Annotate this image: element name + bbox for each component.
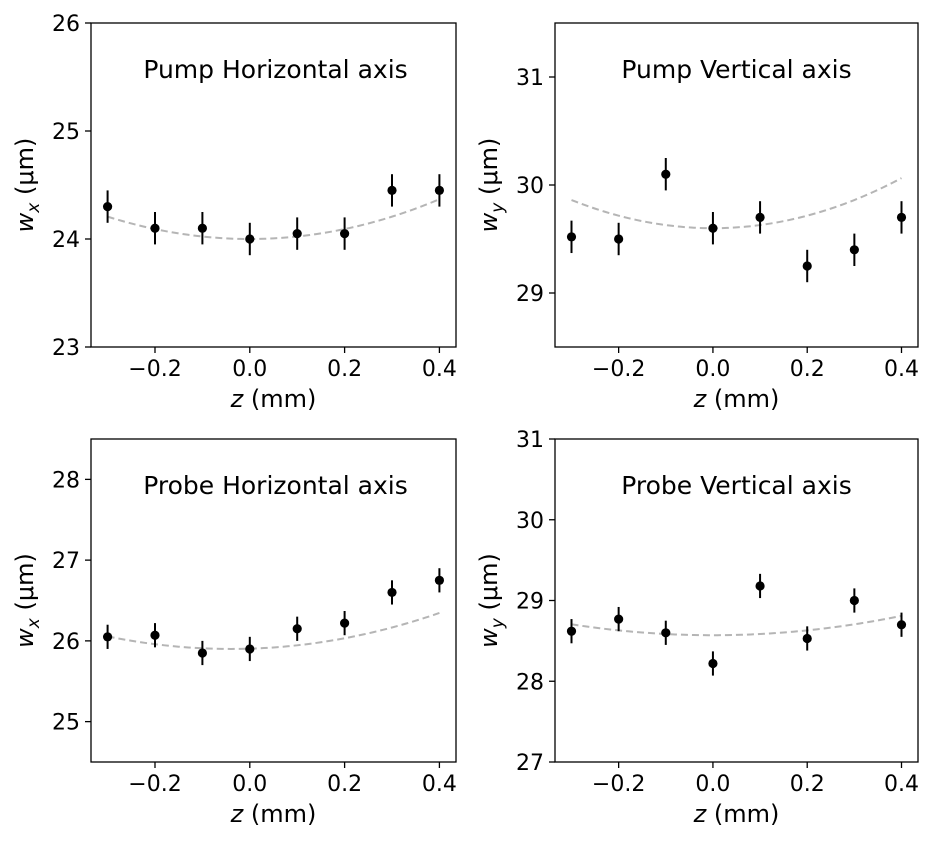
y-tick-label: 29 xyxy=(516,590,544,615)
panel-title: Pump Vertical axis xyxy=(621,55,851,84)
x-axis-label: z (mm) xyxy=(230,800,317,828)
data-point xyxy=(197,223,207,233)
y-axis-label: wy (μm) xyxy=(475,553,508,648)
y-tick-label: 25 xyxy=(52,711,80,736)
y-tick-label: 23 xyxy=(52,336,80,361)
data-point xyxy=(708,658,718,669)
data-point xyxy=(614,234,624,244)
data-point xyxy=(661,169,671,179)
data-point xyxy=(292,229,302,239)
y-axis-label: wx (μm) xyxy=(11,553,44,648)
y-tick-label: 27 xyxy=(516,751,544,776)
data-point xyxy=(896,620,907,630)
x-tick-label: 0.4 xyxy=(884,357,919,382)
x-tick-label: 0.2 xyxy=(327,357,362,382)
y-axis-label: wy (μm) xyxy=(475,138,508,233)
y-tick-label: 29 xyxy=(516,282,544,307)
data-point xyxy=(755,212,765,222)
y-tick-label: 31 xyxy=(516,428,544,453)
x-tick-label: 0.0 xyxy=(695,357,730,382)
data-point xyxy=(340,618,350,628)
x-tick-label: 0.2 xyxy=(790,772,825,797)
y-tick-label: 28 xyxy=(52,468,80,493)
y-tick-label: 26 xyxy=(52,630,80,655)
axes-frame xyxy=(90,438,457,763)
panel-1: −0.2 0.0 0.2 0.4 23 24 25 26 z (mm) wx (μm) Pump H… xyxy=(11,12,457,413)
panel-3: −0.2 0.0 0.2 0.4 25 26 27 28 z (mm) wx (μm) Probe … xyxy=(11,438,457,828)
data-point xyxy=(434,185,445,195)
x-tick-label: 0.0 xyxy=(695,772,730,797)
x-tick-label: −0.2 xyxy=(592,357,645,382)
x-tick-label: 0.4 xyxy=(422,772,457,797)
x-axis-label: z (mm) xyxy=(230,385,317,413)
panel-title: Probe Vertical axis xyxy=(621,471,851,500)
data-point xyxy=(245,644,255,654)
data-point xyxy=(802,261,812,271)
y-tick-label: 30 xyxy=(516,509,544,534)
fit-curve xyxy=(107,198,440,241)
data-point xyxy=(755,581,765,591)
data-point xyxy=(150,630,160,640)
x-tick-label: 0.2 xyxy=(790,357,825,382)
y-tick-label: 24 xyxy=(52,228,80,253)
x-tick-label: −0.2 xyxy=(128,772,181,797)
data-point xyxy=(708,223,718,233)
data-point xyxy=(292,624,302,634)
data-point xyxy=(102,202,113,212)
data-point xyxy=(387,185,397,195)
data-point xyxy=(387,587,397,598)
x-axis-label: z (mm) xyxy=(693,385,780,413)
y-tick-label: 25 xyxy=(52,120,80,145)
y-tick-label: 28 xyxy=(516,670,544,695)
y-tick-label: 31 xyxy=(516,66,544,91)
data-point xyxy=(566,232,577,242)
data-point xyxy=(434,575,445,585)
data-point xyxy=(614,614,624,624)
fit-curve xyxy=(107,612,440,650)
panel-title: Pump Horizontal axis xyxy=(143,55,407,84)
data-point xyxy=(245,234,255,244)
x-tick-label: 0.2 xyxy=(327,772,362,797)
fit-curve xyxy=(571,177,902,230)
panel-4: −0.2 0.0 0.2 0.4 27 28 29 30 31 z (mm) wy (μm) Prob… xyxy=(475,428,919,828)
y-tick-label: 26 xyxy=(52,12,80,37)
x-tick-label: 0.4 xyxy=(884,772,919,797)
data-point xyxy=(150,223,160,233)
x-tick-label: 0.0 xyxy=(232,357,267,382)
panel-2: −0.2 0.0 0.2 0.4 29 30 31 z (mm) wy (μm) Pump Ver… xyxy=(475,22,919,413)
data-point xyxy=(566,626,577,636)
x-tick-label: −0.2 xyxy=(592,772,645,797)
y-tick-label: 27 xyxy=(52,549,80,574)
fit-curve xyxy=(571,614,902,637)
data-point xyxy=(849,595,859,606)
data-point xyxy=(102,632,113,642)
y-tick-label: 30 xyxy=(516,174,544,199)
axes-frame xyxy=(90,22,457,348)
panel-title: Probe Horizontal axis xyxy=(143,471,408,500)
x-tick-label: −0.2 xyxy=(128,357,181,382)
y-axis-label: wx (μm) xyxy=(11,138,44,233)
data-point xyxy=(896,212,907,222)
data-point xyxy=(340,229,350,239)
data-point xyxy=(661,628,671,638)
x-axis-label: z (mm) xyxy=(693,800,780,828)
x-tick-label: 0.4 xyxy=(422,357,457,382)
data-point xyxy=(197,648,207,658)
x-tick-label: 0.0 xyxy=(232,772,267,797)
data-point xyxy=(849,245,859,255)
data-point xyxy=(802,633,812,644)
